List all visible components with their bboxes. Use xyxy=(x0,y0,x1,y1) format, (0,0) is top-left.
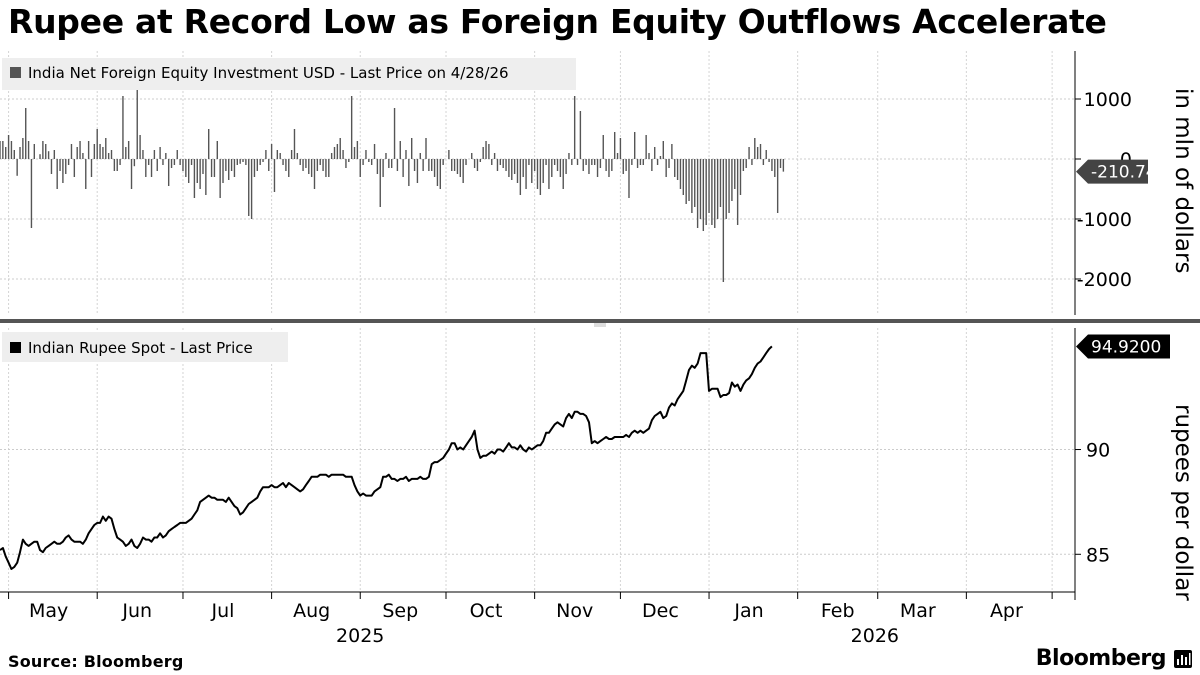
bloomberg-logo: Bloomberg xyxy=(1035,646,1167,671)
year-label: 2025 xyxy=(336,625,384,647)
year-label: 2026 xyxy=(851,625,899,647)
divider-bar xyxy=(0,319,1200,323)
badge-shape xyxy=(1076,334,1170,359)
top-legend-label: India Net Foreign Equity Investment USD … xyxy=(28,64,509,82)
bottom-legend-label: Indian Rupee Spot - Last Price xyxy=(28,339,253,357)
month-label: Oct xyxy=(470,600,503,622)
bottom-last-value-badge: 94.9200 xyxy=(1076,334,1170,359)
top-y-axis: 10000-1000-2000 xyxy=(1074,51,1132,315)
month-label: Mar xyxy=(900,600,936,622)
top-panel: 10000-1000-2000 India Net Foreign Equity… xyxy=(0,51,1196,315)
month-label: Dec xyxy=(642,600,679,622)
month-label: Apr xyxy=(990,600,1023,622)
bottom-legend-background xyxy=(2,332,288,362)
bloomberg-logo-icon xyxy=(1174,650,1192,668)
badge-shape xyxy=(1076,159,1148,184)
bottom-gridlines xyxy=(0,328,1075,592)
bottom-panel: 90 85 Indian Rupee Spot - Last Price rupe… xyxy=(0,328,1196,601)
y-tick-label: -1000 xyxy=(1077,209,1132,231)
month-label: Aug xyxy=(293,600,330,622)
bottom-legend: Indian Rupee Spot - Last Price xyxy=(2,332,288,362)
top-legend-background xyxy=(2,58,576,90)
y-tick-label: 1000 xyxy=(1084,89,1132,111)
month-label: Nov xyxy=(556,600,593,622)
panel-divider xyxy=(0,319,1200,327)
bottom-y-axis-label: rupees per dollar xyxy=(1170,404,1196,601)
top-y-axis-label: in mln of dollars xyxy=(1170,88,1196,273)
top-legend: India Net Foreign Equity Investment USD … xyxy=(2,58,576,90)
y-tick-label: 85 xyxy=(1086,544,1110,566)
source-note: Source: Bloomberg xyxy=(8,652,184,671)
bar-series xyxy=(0,84,785,282)
chart-area: 10000-1000-2000 India Net Foreign Equity… xyxy=(0,51,1200,647)
month-label: Sep xyxy=(382,600,418,622)
bottom-legend-swatch xyxy=(10,342,21,353)
month-label: May xyxy=(29,600,68,622)
month-label: Jul xyxy=(211,600,235,622)
month-label: Jun xyxy=(121,600,152,622)
month-label: Feb xyxy=(821,600,855,622)
month-label: Jan xyxy=(733,600,763,622)
x-axis: May Jun Jul Aug Sep Oct Nov Dec Jan Feb Mar Apr 2025… xyxy=(0,591,1075,647)
top-legend-swatch xyxy=(10,67,21,78)
bottom-y-axis: 90 85 xyxy=(1074,328,1110,600)
rupee-line-series xyxy=(0,345,773,570)
badge-value: 94.9200 xyxy=(1091,337,1161,357)
badge-value: -210.74 xyxy=(1091,163,1157,183)
top-last-value-badge: -210.74 xyxy=(1076,159,1157,184)
y-tick-label: 90 xyxy=(1086,440,1110,462)
chart-title: Rupee at Record Low as Foreign Equity Ou… xyxy=(8,2,1107,41)
y-tick-label: -2000 xyxy=(1077,269,1132,291)
